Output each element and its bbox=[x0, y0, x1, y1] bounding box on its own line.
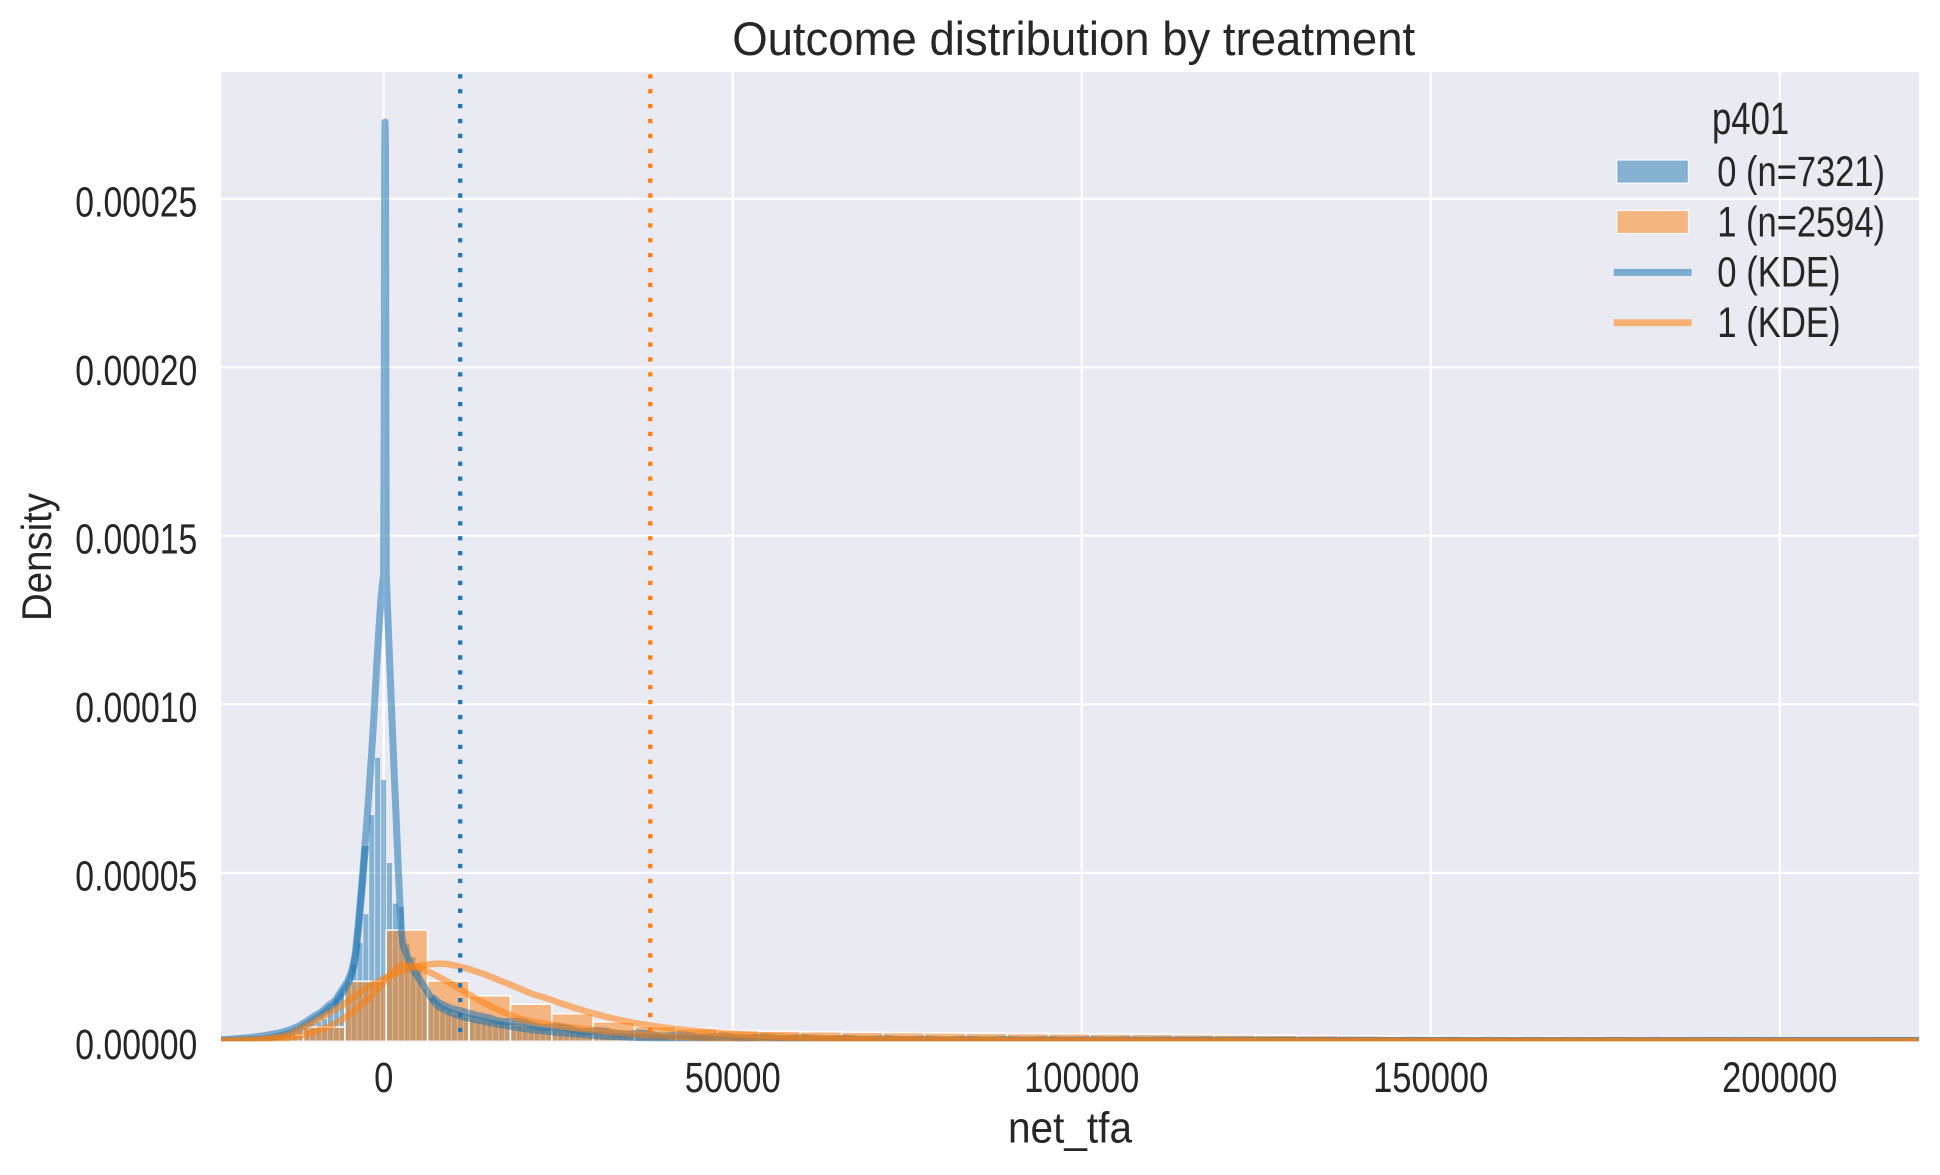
svg-text:150000: 150000 bbox=[1373, 1054, 1488, 1101]
svg-text:200000: 200000 bbox=[1722, 1054, 1837, 1101]
svg-text:0: 0 bbox=[374, 1054, 393, 1101]
svg-text:0.00010: 0.00010 bbox=[75, 684, 197, 731]
svg-text:100000: 100000 bbox=[1024, 1054, 1139, 1101]
svg-text:1 (n=2594): 1 (n=2594) bbox=[1717, 198, 1885, 245]
svg-text:Outcome distribution by treatm: Outcome distribution by treatment bbox=[732, 12, 1415, 65]
svg-text:p401: p401 bbox=[1712, 93, 1789, 144]
svg-text:0 (KDE): 0 (KDE) bbox=[1717, 249, 1840, 296]
svg-text:0.00015: 0.00015 bbox=[75, 516, 197, 563]
svg-text:1 (KDE): 1 (KDE) bbox=[1717, 299, 1840, 346]
svg-text:0.00020: 0.00020 bbox=[75, 347, 197, 394]
svg-text:net_tfa: net_tfa bbox=[1008, 1103, 1132, 1152]
svg-text:0.00005: 0.00005 bbox=[75, 853, 197, 900]
svg-text:0.00000: 0.00000 bbox=[75, 1021, 197, 1068]
svg-text:0.00025: 0.00025 bbox=[75, 179, 197, 226]
svg-text:Density: Density bbox=[13, 493, 60, 621]
svg-text:0 (n=7321): 0 (n=7321) bbox=[1717, 148, 1885, 195]
svg-text:50000: 50000 bbox=[685, 1054, 781, 1101]
